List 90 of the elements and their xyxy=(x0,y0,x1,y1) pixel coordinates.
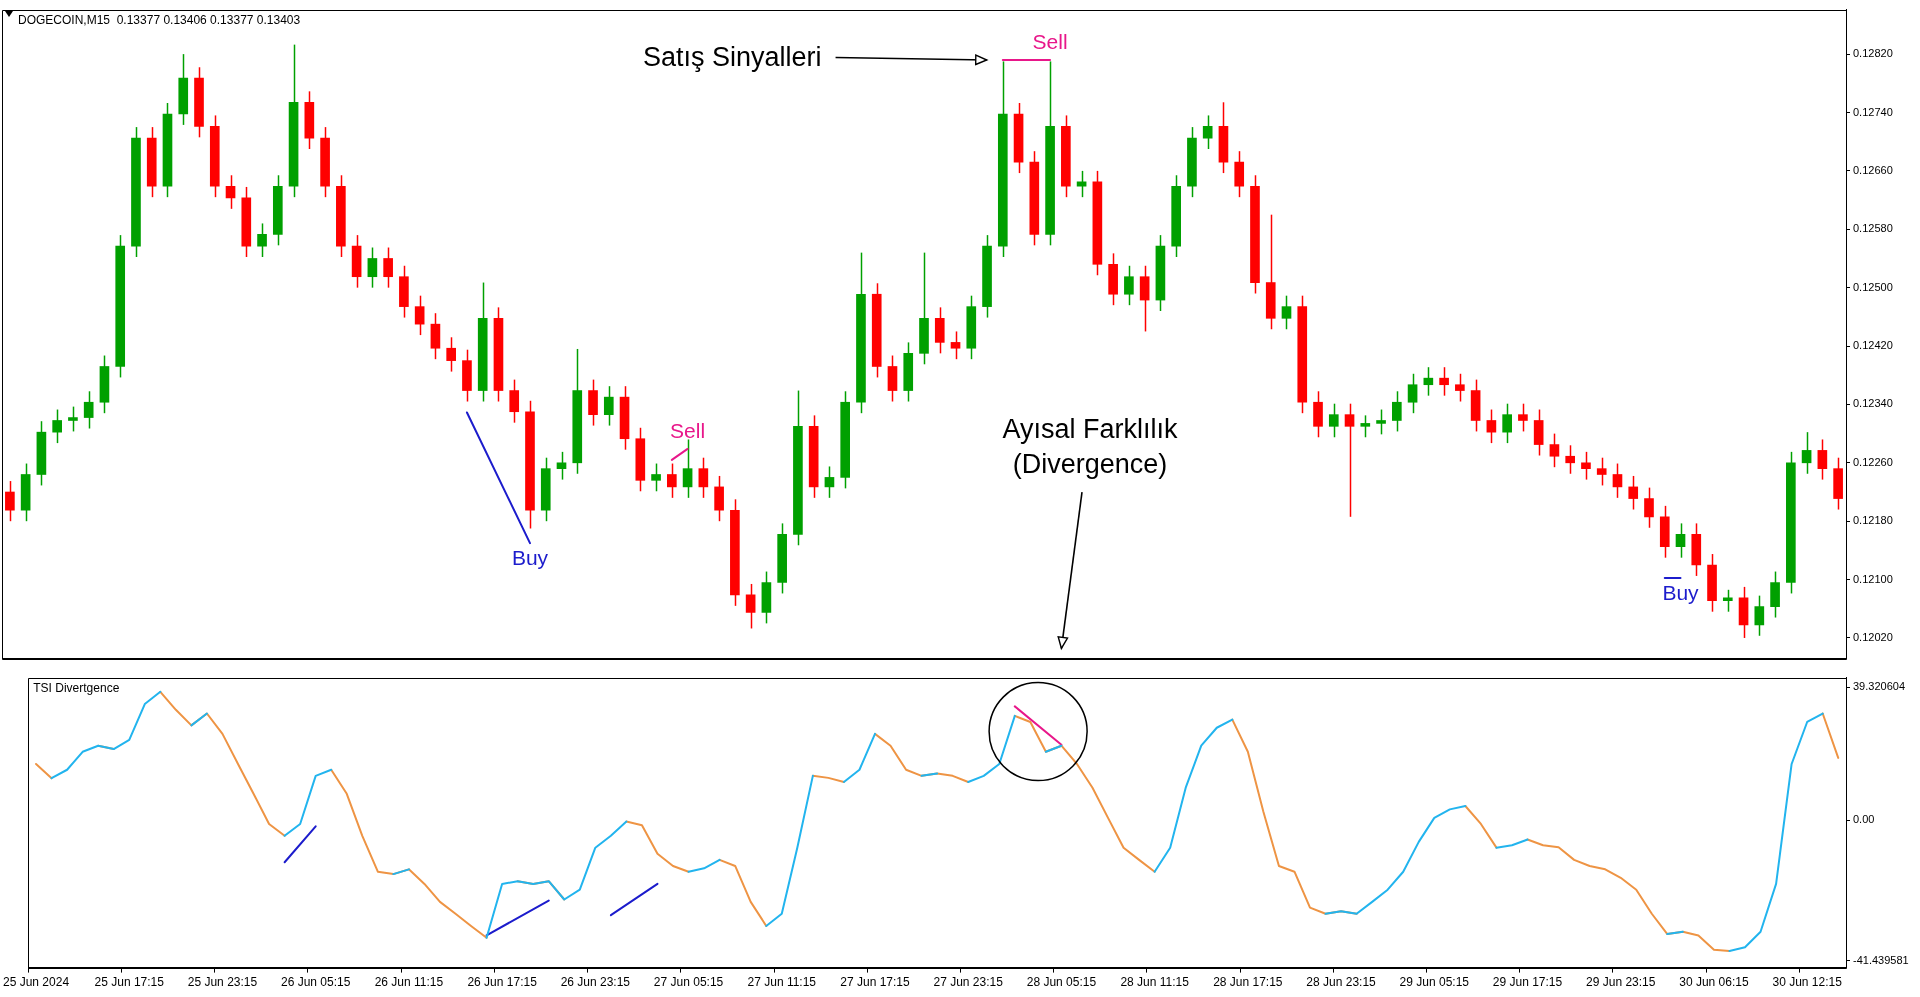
chart-title: TSI Divertgence xyxy=(33,680,120,695)
candlestick xyxy=(1124,265,1134,306)
chart-title: DOGECOIN,M15 0.13377 0.13406 0.13377 0.13403 xyxy=(18,12,301,27)
x-tick-label: 26 Jun 17:15 xyxy=(467,975,538,990)
candlestick xyxy=(509,378,520,424)
candlestick xyxy=(1360,414,1371,439)
x-tick-label: 29 Jun 17:15 xyxy=(1492,975,1563,990)
candlestick xyxy=(651,462,661,493)
x-tick-label: 25 Jun 23:15 xyxy=(187,975,258,990)
candlestick xyxy=(1076,170,1087,198)
candlestick xyxy=(682,438,693,499)
candlestick xyxy=(603,385,614,427)
candlestick xyxy=(824,465,835,499)
y-tick-label: 0.12660 xyxy=(1853,163,1893,176)
series-label: Buy xyxy=(511,546,549,570)
x-tick-label: 27 Jun 23:15 xyxy=(933,975,1004,990)
candlestick xyxy=(1423,366,1434,397)
y-tick-label: 0.12020 xyxy=(1853,631,1893,643)
candlestick xyxy=(1612,462,1623,499)
annotation: Satış Sinyalleri xyxy=(643,41,822,74)
x-tick-label: 27 Jun 17:15 xyxy=(840,975,911,990)
series-label: Buy xyxy=(1662,581,1700,605)
candlestick xyxy=(1722,589,1733,613)
y-tick-label: 0.12260 xyxy=(1853,455,1893,468)
x-tick-label: 30 Jun 12:15 xyxy=(1772,975,1843,990)
y-tick-label: -41.439581 xyxy=(1853,953,1909,966)
candlestick xyxy=(367,246,378,289)
candlestick xyxy=(1391,390,1402,433)
x-tick-label: 28 Jun 11:15 xyxy=(1120,975,1190,990)
candlestick xyxy=(1439,366,1449,397)
candlestick xyxy=(1486,408,1497,444)
x-tick-label: 29 Jun 23:15 xyxy=(1586,975,1656,990)
x-tick-label: 27 Jun 05:15 xyxy=(653,975,724,990)
candlestick xyxy=(1596,456,1607,487)
x-tick-label: 26 Jun 05:15 xyxy=(280,975,351,990)
candlestick xyxy=(1281,294,1292,331)
candlestick xyxy=(1328,402,1339,439)
candlestick xyxy=(1549,432,1560,468)
candlestick xyxy=(68,405,78,433)
candlestick xyxy=(1407,373,1418,414)
candlestick xyxy=(1581,451,1591,481)
x-tick-label: 30 Jun 06:15 xyxy=(1679,975,1749,990)
y-tick-label: 0.12180 xyxy=(1853,514,1893,527)
x-tick-label: 25 Jun 17:15 xyxy=(94,975,165,990)
candlestick xyxy=(1565,444,1576,475)
candlestick xyxy=(1376,408,1386,436)
series-label: Sell xyxy=(670,419,706,443)
y-tick-label: 0.12420 xyxy=(1853,339,1893,352)
x-tick-label: 28 Jun 17:15 xyxy=(1213,975,1283,990)
candlestick xyxy=(225,174,236,210)
candlestick xyxy=(83,390,94,430)
candlestick xyxy=(698,456,709,499)
y-tick-label: 0.12740 xyxy=(1853,105,1893,118)
annotation: Ayısal Farklılık (Divergence) xyxy=(1001,413,1179,482)
y-tick-label: 0.00 xyxy=(1853,813,1875,826)
candlestick xyxy=(52,408,62,444)
candlestick xyxy=(745,583,756,630)
series-label: Sell xyxy=(1032,30,1068,54)
x-tick-label: 28 Jun 23:15 xyxy=(1306,975,1377,990)
candlestick xyxy=(1344,402,1355,518)
x-tick-label: 26 Jun 23:15 xyxy=(560,975,631,990)
candlestick xyxy=(1502,402,1512,444)
x-tick-label: 29 Jun 05:15 xyxy=(1399,975,1470,990)
candlestick xyxy=(414,294,425,336)
x-tick-label: 25 Jun 2024 xyxy=(3,975,70,990)
candlestick xyxy=(383,246,393,289)
candlestick xyxy=(1455,373,1465,403)
candlestick xyxy=(1801,431,1812,475)
candlestick xyxy=(556,451,567,481)
x-tick-label: 26 Jun 11:15 xyxy=(374,975,444,990)
candlestick xyxy=(1518,402,1528,433)
candlestick xyxy=(667,462,677,499)
candlestick xyxy=(446,336,457,373)
candlestick xyxy=(1628,475,1639,511)
candlestick xyxy=(1817,438,1828,481)
candlestick xyxy=(257,222,267,258)
y-tick-label: 39.320604 xyxy=(1853,680,1905,693)
candlestick xyxy=(1202,114,1213,150)
candlestick xyxy=(950,330,961,360)
candlestick xyxy=(1644,486,1654,529)
candlestick xyxy=(1754,594,1765,637)
candlestick xyxy=(5,480,15,522)
x-tick-label: 28 Jun 05:15 xyxy=(1026,975,1097,990)
y-tick-label: 0.12340 xyxy=(1853,397,1893,410)
y-tick-label: 0.12500 xyxy=(1853,280,1893,293)
y-tick-label: 0.12100 xyxy=(1853,572,1893,585)
candlestick xyxy=(1675,522,1686,559)
y-tick-label: 0.12580 xyxy=(1853,222,1893,235)
y-tick-label: 0.12820 xyxy=(1853,47,1893,60)
x-tick-label: 27 Jun 11:15 xyxy=(747,975,817,990)
